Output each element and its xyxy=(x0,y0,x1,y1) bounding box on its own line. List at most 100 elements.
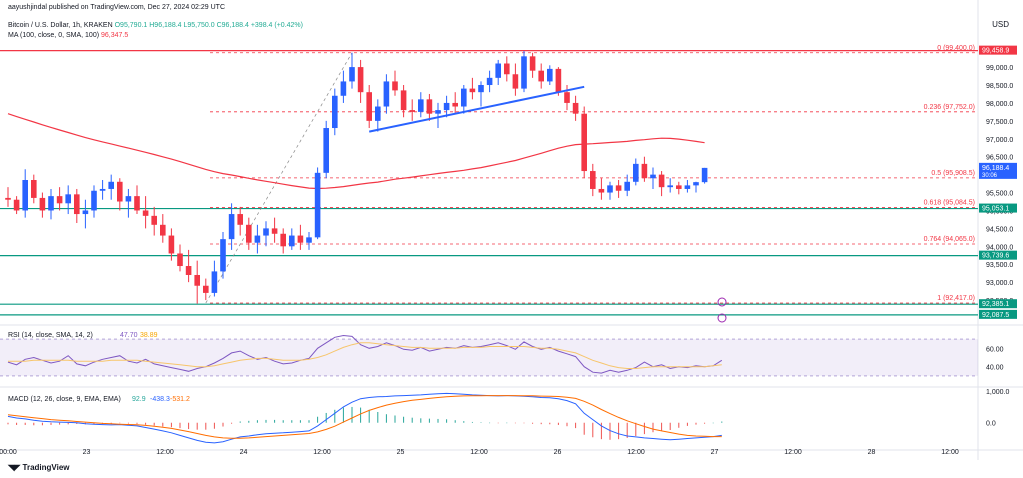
candle-body xyxy=(400,90,407,111)
macd-tick-label: 0.0 xyxy=(986,421,996,428)
macd-histogram-bar xyxy=(50,422,52,425)
x-tick-label: 12:00 xyxy=(627,449,645,456)
macd-histogram-bar xyxy=(67,422,69,425)
candle-body xyxy=(426,99,433,114)
price-label-text: 93,739.6 xyxy=(982,253,1009,260)
macd-histogram-bar xyxy=(256,420,258,423)
candle-body xyxy=(134,196,140,211)
candle-body xyxy=(366,92,372,121)
x-tick-label: 27 xyxy=(711,449,719,456)
candle-body xyxy=(271,228,278,234)
macd-histogram-bar xyxy=(368,409,370,423)
ohlc-values: O95,790.1 H96,188.4 L95,750.0 C96,188.4 … xyxy=(114,22,303,29)
candle-body xyxy=(529,56,536,71)
macd-histogram-bar xyxy=(170,422,172,428)
candle-body xyxy=(435,110,441,114)
macd-histogram-bar xyxy=(403,416,405,423)
candle-body xyxy=(443,102,450,111)
macd-histogram-bar xyxy=(609,422,611,440)
candle-body xyxy=(99,188,106,191)
macd-histogram-bar xyxy=(136,422,138,424)
fib-level-label: 0.618 (95,084.5) xyxy=(924,199,975,206)
macd-histogram-bar xyxy=(33,422,35,426)
macd-histogram-bar xyxy=(394,415,396,423)
macd-histogram-bar xyxy=(24,422,26,425)
candle-body xyxy=(555,68,562,93)
fib-level-label: 1 (92,417.0) xyxy=(937,295,975,302)
macd-histogram-bar xyxy=(351,406,353,423)
candle-body xyxy=(237,214,243,225)
macd-value: -438.3 xyxy=(150,396,170,403)
macd-histogram-bar xyxy=(428,418,430,423)
candle-body xyxy=(142,210,149,216)
macd-signal-value: -531.2 xyxy=(170,396,190,403)
y-tick-label: 93,500.0 xyxy=(986,262,1013,269)
macd-histogram-bar xyxy=(213,422,215,429)
candle-body xyxy=(701,167,708,183)
y-tick-label: 96,500.0 xyxy=(986,155,1013,162)
macd-hist-value: 92.9 xyxy=(132,396,146,403)
macd-histogram-bar xyxy=(626,422,628,438)
candle-body xyxy=(375,106,381,121)
candle-body xyxy=(220,239,226,272)
tradingview-icon: ◥◤ xyxy=(8,463,23,472)
macd-histogram-bar xyxy=(686,422,688,426)
macd-histogram-bar xyxy=(325,412,327,423)
candle-body xyxy=(185,266,192,275)
macd-label: MACD (12, 26, close, 9, EMA, EMA) xyxy=(8,396,121,403)
price-label-box xyxy=(979,250,1017,260)
rsi-tick-label: 60.00 xyxy=(986,346,1004,353)
macd-histogram-bar xyxy=(721,421,723,423)
candle-body xyxy=(658,174,665,188)
macd-histogram-bar xyxy=(145,422,147,425)
candle-body xyxy=(452,102,458,107)
candle-body xyxy=(323,128,329,173)
candle-body xyxy=(469,88,476,93)
macd-histogram-bar xyxy=(669,422,671,430)
candle-body xyxy=(572,102,579,114)
tradingview-logo: ◥◤ TradingView xyxy=(8,463,70,472)
macd-histogram-bar xyxy=(497,422,499,424)
rsi-sma-line xyxy=(8,342,722,369)
alert-marker-icon xyxy=(717,313,727,323)
candle-body xyxy=(91,190,97,211)
candle-body xyxy=(65,194,71,204)
price-label-text: 92,385.1 xyxy=(982,301,1009,308)
price-label-text: 96,188.4 xyxy=(982,165,1009,172)
macd-tick-label: 1,000.0 xyxy=(986,389,1009,396)
macd-signal-line xyxy=(7,395,722,439)
candle-body xyxy=(289,235,295,247)
y-tick-label: 94,500.0 xyxy=(986,226,1013,233)
candle-body xyxy=(504,63,510,75)
candle-body xyxy=(392,81,398,91)
x-tick-label: 12:00 xyxy=(470,449,488,456)
candle-body xyxy=(340,81,347,96)
macd-histogram-bar xyxy=(308,420,310,423)
macd-histogram-bar xyxy=(695,422,697,425)
ma-legend: MA (100, close, 0, SMA, 100) 96,347.5 xyxy=(8,32,128,39)
macd-histogram-bar xyxy=(41,422,43,426)
x-tick-label: 28 xyxy=(868,449,876,456)
candle-body xyxy=(624,181,630,191)
fib-level-label: 0 (99,400.0) xyxy=(937,45,975,52)
macd-histogram-bar xyxy=(471,421,473,423)
price-label-text: 99,458.9 xyxy=(982,48,1009,55)
macd-histogram-bar xyxy=(514,422,516,424)
candle-body xyxy=(74,194,80,215)
candle-body xyxy=(633,163,639,182)
price-label-box xyxy=(979,162,1017,179)
macd-histogram-bar xyxy=(575,422,577,429)
x-tick-label: 24 xyxy=(240,449,248,456)
publisher-note: aayushjindal published on TradingView.co… xyxy=(8,4,226,11)
macd-histogram-bar xyxy=(7,422,9,425)
candle-body xyxy=(297,235,304,243)
candle-body xyxy=(607,185,613,193)
macd-histogram-bar xyxy=(179,422,181,429)
y-tick-label: 93,000.0 xyxy=(986,280,1013,287)
candle-body xyxy=(177,253,183,267)
macd-histogram-bar xyxy=(59,422,61,425)
candle-body xyxy=(125,196,132,202)
trend-line xyxy=(368,85,585,133)
candle-body xyxy=(495,63,501,78)
